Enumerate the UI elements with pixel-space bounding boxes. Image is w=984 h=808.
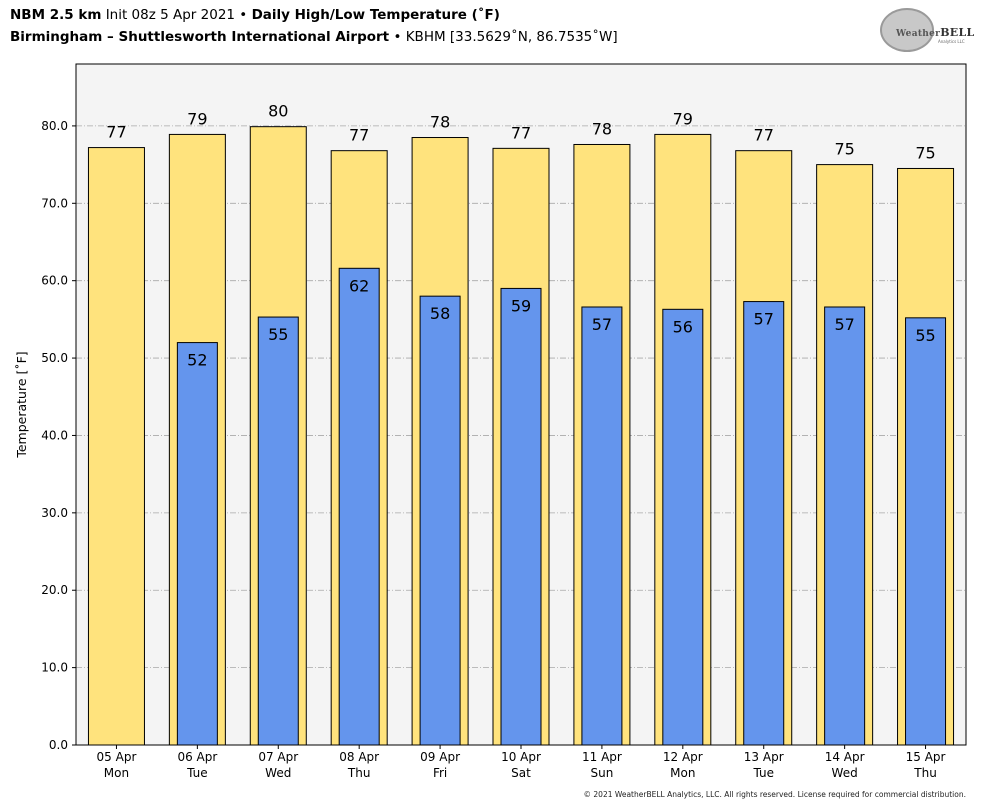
x-tick-day-label: Sat [511,766,531,780]
low-temp-bar [905,317,947,746]
y-tick-label: 20.0 [41,583,68,597]
high-temp-label: 79 [187,109,207,128]
x-tick-date-label: 15 Apr [906,750,946,764]
high-temp-label: 77 [106,123,126,142]
x-tick-day-label: Thu [913,766,937,780]
low-temp-bar [581,306,623,746]
x-tick-date-label: 06 Apr [177,750,217,764]
low-temp-label: 59 [511,296,531,315]
low-temp-label: 57 [754,310,774,329]
x-tick-date-label: 11 Apr [582,750,622,764]
y-tick-label: 60.0 [41,274,68,288]
logo-text-bell: BELL [940,26,975,39]
x-tick-date-label: 07 Apr [258,750,298,764]
logo-wordmark: WeatherBELL [896,26,975,39]
plot-frame [75,63,967,746]
y-tick-label: 30.0 [41,506,68,520]
title-line-1: NBM 2.5 km Init 08z 5 Apr 2021 • Daily H… [10,4,618,26]
low-temp-label: 55 [915,326,935,345]
chart-header: NBM 2.5 km Init 08z 5 Apr 2021 • Daily H… [10,4,618,48]
model-name: NBM 2.5 km [10,7,102,23]
x-tick-day-label: Mon [104,766,129,780]
logo-swirl-icon [880,8,934,52]
x-tick-date-label: 05 Apr [97,750,137,764]
high-temp-label: 75 [834,140,854,159]
station-name: Birmingham – Shuttlesworth International… [10,29,390,45]
y-tick-label: 70.0 [41,196,68,210]
init-time: Init 08z 5 Apr 2021 [105,7,235,23]
low-temp-bar [176,342,218,746]
low-temp-bar [743,301,785,746]
product-name: Daily High/Low Temperature (˚F) [251,7,500,23]
low-temp-bar [338,267,380,746]
low-temp-bar [662,308,704,746]
x-tick-day-label: Mon [670,766,695,780]
low-temp-label: 57 [592,315,612,334]
x-tick-date-label: 08 Apr [339,750,379,764]
y-tick-label: 0.0 [49,738,68,752]
copyright-footer: © 2021 WeatherBELL Analytics, LLC. All r… [583,790,966,799]
low-temp-label: 57 [834,315,854,334]
high-temp-label: 78 [430,113,450,132]
low-temp-bar [500,287,542,746]
x-tick-day-label: Tue [186,766,208,780]
low-temp-label: 56 [673,317,693,336]
low-temp-label: 58 [430,304,450,323]
low-temp-bar [419,295,461,746]
y-axis-label: Temperature [˚F] [14,351,29,458]
logo-subtext: Analytics LLC [938,39,965,44]
high-temp-label: 79 [673,109,693,128]
high-temp-label: 77 [754,126,774,145]
y-tick-label: 10.0 [41,661,68,675]
low-temp-label: 62 [349,276,369,295]
x-tick-day-label: Wed [265,766,291,780]
bullet-separator: • [239,7,248,23]
y-tick-label: 50.0 [41,351,68,365]
high-temp-label: 77 [349,126,369,145]
weatherbell-logo: WeatherBELL Analytics LLC [878,6,974,54]
x-tick-day-label: Sun [590,766,613,780]
low-temp-label: 52 [187,351,207,370]
x-tick-day-label: Wed [832,766,858,780]
high-temp-label: 80 [268,102,288,121]
high-temp-bar [87,147,145,746]
x-tick-date-label: 13 Apr [744,750,784,764]
y-tick-label: 40.0 [41,428,68,442]
logo-text-weather: Weather [896,29,941,39]
y-tick-label: 80.0 [41,119,68,133]
high-temp-label: 75 [915,143,935,162]
high-temp-label: 77 [511,123,531,142]
low-temp-bar [824,306,866,746]
x-tick-date-label: 09 Apr [420,750,460,764]
title-line-2: Birmingham – Shuttlesworth International… [10,26,618,48]
x-tick-day-label: Thu [347,766,371,780]
x-tick-date-label: 10 Apr [501,750,541,764]
x-tick-day-label: Tue [752,766,774,780]
low-temp-label: 55 [268,325,288,344]
high-temp-label: 78 [592,119,612,138]
station-info: KBHM [33.5629˚N, 86.7535˚W] [405,29,618,45]
bullet-separator-2: • [393,29,402,45]
x-tick-date-label: 14 Apr [825,750,865,764]
x-tick-date-label: 12 Apr [663,750,703,764]
x-tick-day-label: Fri [433,766,447,780]
low-temp-bar [257,316,299,746]
